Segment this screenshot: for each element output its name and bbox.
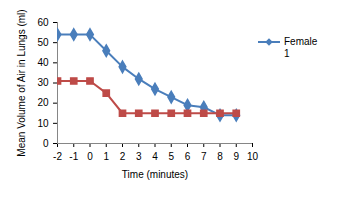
html-text:Female 1: Female 1 [284, 36, 318, 59]
svg-text:2: 2 [120, 151, 126, 162]
svg-text:10: 10 [247, 151, 259, 162]
svg-text:30: 30 [37, 77, 49, 88]
svg-text:9: 9 [233, 151, 239, 162]
svg-text:40: 40 [37, 57, 49, 68]
svg-text:Time (minutes): Time (minutes) [122, 169, 188, 180]
svg-text:50: 50 [37, 37, 49, 48]
svg-text:10: 10 [37, 118, 49, 129]
svg-text:7: 7 [201, 151, 207, 162]
svg-text:Mean Volume of Air in Lungs (m: Mean Volume of Air in Lungs (ml) [16, 9, 27, 156]
svg-text:-2: -2 [53, 151, 62, 162]
svg-text:8: 8 [217, 151, 223, 162]
svg-text:60: 60 [37, 17, 49, 28]
svg-text:5: 5 [168, 151, 174, 162]
svg-text:0: 0 [87, 151, 93, 162]
svg-text:3: 3 [136, 151, 142, 162]
svg-text:20: 20 [37, 97, 49, 108]
svg-text:-1: -1 [69, 151, 78, 162]
svg-text:0: 0 [43, 138, 49, 149]
svg-text:1: 1 [103, 151, 109, 162]
svg-text:6: 6 [185, 151, 191, 162]
svg-text:4: 4 [152, 151, 158, 162]
